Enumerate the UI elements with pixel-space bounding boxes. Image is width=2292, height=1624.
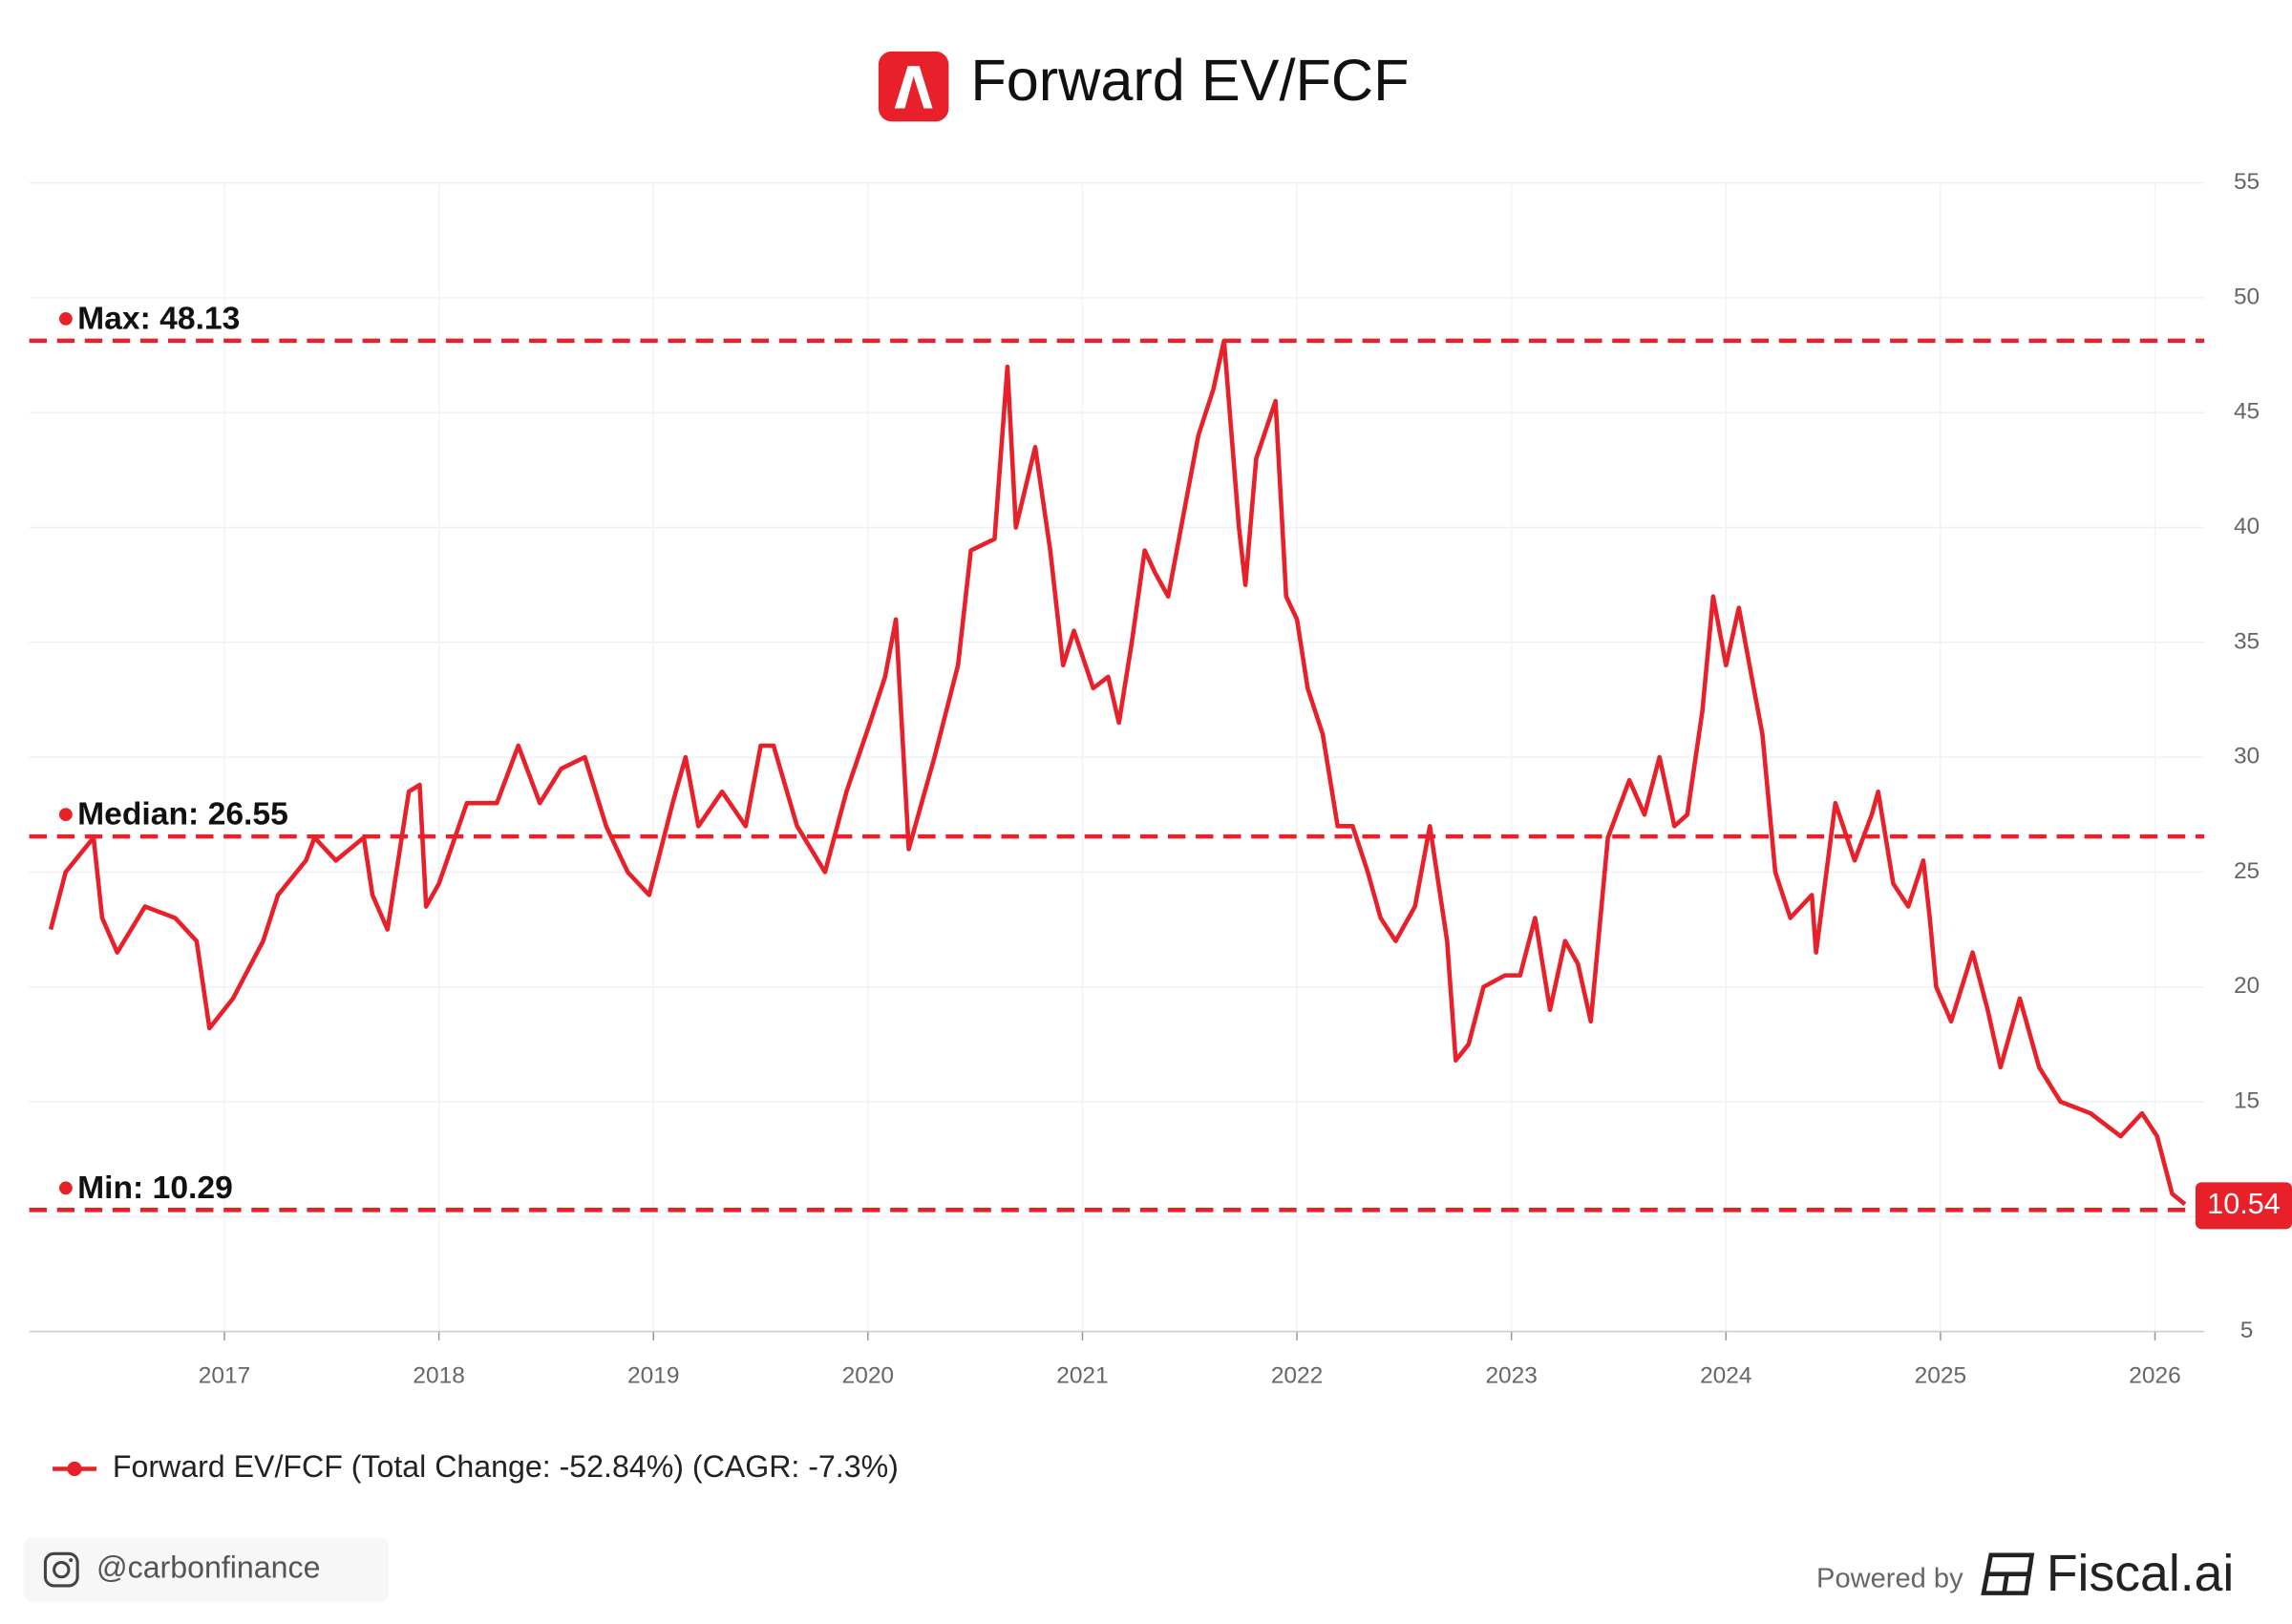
- y-tick-label: 15: [2234, 1087, 2260, 1113]
- data-line: [48, 338, 2187, 1207]
- x-tick-label: 2022: [1271, 1363, 1323, 1389]
- plot: 5101520253035404550552017201820192020202…: [29, 169, 2292, 1389]
- x-tick-label: 2023: [1485, 1363, 1537, 1389]
- legend: Forward EV/FCF (Total Change: -52.84%) (…: [53, 1449, 899, 1484]
- powered-by: Powered by: [1816, 1564, 1963, 1594]
- y-tick-label: 35: [2234, 628, 2260, 654]
- y-tick-label: 5: [2240, 1318, 2254, 1343]
- x-tick-label: 2020: [842, 1363, 894, 1389]
- reference-dot: [58, 1181, 73, 1195]
- y-tick-label: 25: [2234, 858, 2260, 884]
- reference-dot: [58, 312, 73, 326]
- handle: @carbonfinance: [96, 1550, 320, 1585]
- y-tick-label: 40: [2234, 514, 2260, 539]
- reference-label: Median: 26.55: [77, 797, 288, 833]
- x-tick-label: 2017: [199, 1363, 250, 1389]
- y-tick-label: 50: [2234, 284, 2260, 309]
- legend-label: Forward EV/FCF (Total Change: -52.84%) (…: [113, 1449, 899, 1484]
- legend-dot: [67, 1461, 82, 1477]
- logo: [878, 51, 949, 122]
- x-tick-label: 2019: [627, 1363, 679, 1389]
- brand-icon: [1981, 1552, 2035, 1595]
- y-tick-label: 30: [2234, 744, 2260, 770]
- y-tick-label: 20: [2234, 973, 2260, 999]
- reference-label: Min: 10.29: [77, 1171, 233, 1206]
- chart-title: Forward EV/FCF: [970, 48, 1409, 113]
- reference-dot: [58, 808, 73, 822]
- handle-badge: @carbonfinance: [23, 1537, 390, 1602]
- x-tick-label: 2025: [1915, 1363, 1966, 1389]
- last-value-badge: [2195, 1182, 2292, 1230]
- y-tick-label: 55: [2234, 169, 2260, 195]
- brand: Fiscal.ai: [2047, 1546, 2234, 1602]
- x-tick-label: 2026: [2129, 1363, 2180, 1389]
- reference-label: Max: 48.13: [77, 301, 240, 336]
- x-tick-label: 2021: [1056, 1363, 1108, 1389]
- last-value-label: 10.54: [2207, 1188, 2281, 1220]
- x-tick-label: 2024: [1700, 1363, 1751, 1389]
- x-tick-label: 2018: [413, 1363, 464, 1389]
- y-tick-label: 45: [2234, 399, 2260, 425]
